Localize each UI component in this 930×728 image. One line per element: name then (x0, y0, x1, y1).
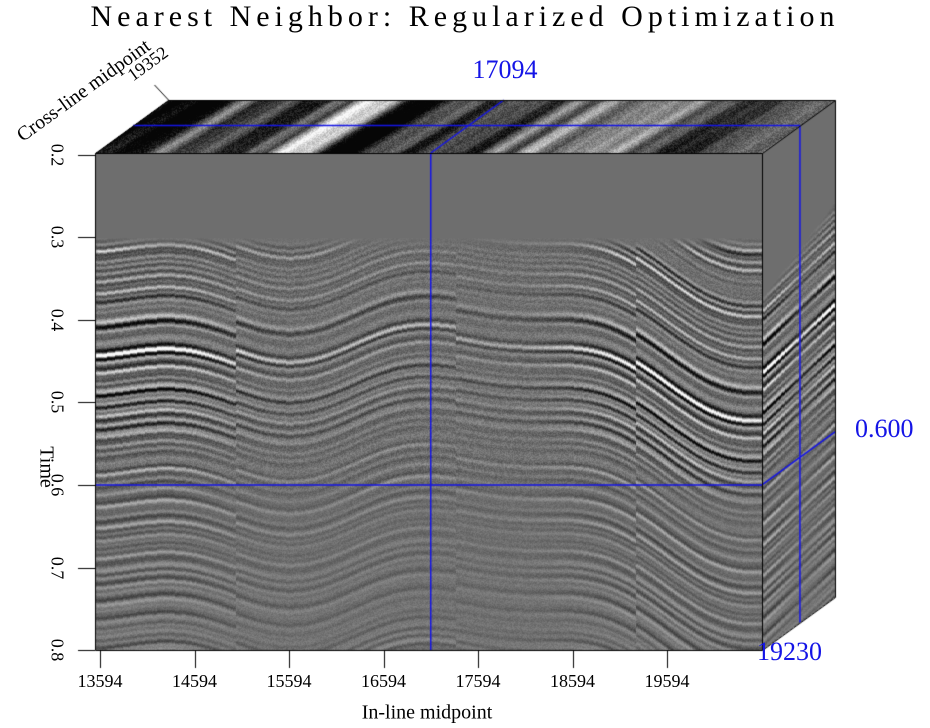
crosshair-inline-value: 17094 (472, 55, 538, 84)
x-tick-label: 17594 (455, 671, 501, 691)
y-tick-label: 0.3 (47, 225, 68, 249)
y-tick-label: 0.5 (47, 391, 68, 414)
x-tick-label: 16594 (361, 671, 406, 691)
crosshair-time-value: 0.600 (855, 414, 914, 443)
x-axis-label: In-line midpoint (361, 701, 493, 724)
x-tick-label: 13594 (77, 671, 123, 691)
x-tick-label: 14594 (172, 671, 217, 691)
y-tick-label: 0.7 (47, 556, 68, 579)
crosshair-crossline-value: 19230 (757, 637, 822, 666)
x-tick-label: 18594 (550, 671, 595, 691)
y-tick-label: 0.6 (47, 473, 68, 497)
y-tick-label: 0.4 (47, 308, 68, 331)
y-tick-label: 0.2 (47, 143, 68, 166)
x-tick-label: 19594 (644, 671, 690, 691)
x-tick-label: 15594 (266, 671, 312, 691)
figure-title: Nearest Neighbor: Regularized Optimizati… (90, 0, 840, 33)
y-tick-label: 0.8 (47, 638, 68, 662)
